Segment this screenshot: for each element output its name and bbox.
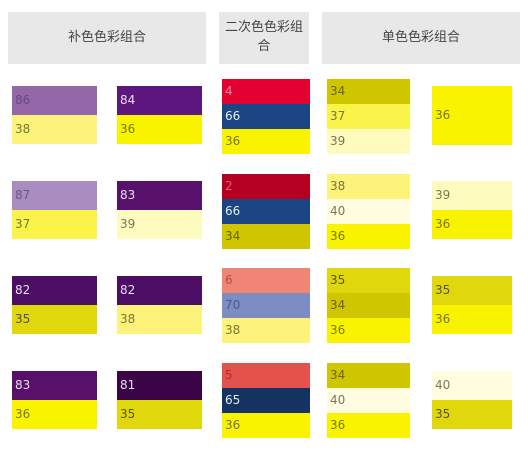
swatch: 65 <box>222 388 310 413</box>
secondary-header: 二次色色彩组合 <box>219 12 309 64</box>
mono-group-3-left: 35 34 36 <box>327 268 410 343</box>
comp-row4-left-group: 83 36 <box>12 371 97 429</box>
swatch: 39 <box>327 129 410 154</box>
secondary-group-1: 4 66 36 <box>222 79 310 154</box>
swatch: 40 <box>327 199 410 224</box>
swatch: 82 <box>117 276 202 305</box>
swatch: 40 <box>327 388 410 413</box>
secondary-group-3: 6 70 38 <box>222 268 310 343</box>
swatch: 39 <box>117 210 202 239</box>
mono-group-4-left: 34 40 36 <box>327 363 410 438</box>
swatch: 66 <box>222 199 310 224</box>
swatch: 83 <box>12 371 97 400</box>
swatch: 87 <box>12 181 97 210</box>
swatch: 83 <box>117 181 202 210</box>
swatch: 35 <box>12 305 97 334</box>
swatch: 70 <box>222 293 310 318</box>
comp-row1-left-group: 86 38 <box>12 86 97 144</box>
swatch: 35 <box>432 276 512 305</box>
swatch: 2 <box>222 174 310 199</box>
comp-row2-right-group: 83 39 <box>117 181 202 239</box>
swatch: 66 <box>222 104 310 129</box>
swatch: 36 <box>327 318 410 343</box>
swatch: 36 <box>222 129 310 154</box>
swatch: 5 <box>222 363 310 388</box>
swatch: 37 <box>327 104 410 129</box>
swatch: 34 <box>222 224 310 249</box>
mono-group-2-left: 38 40 36 <box>327 174 410 249</box>
swatch: 36 <box>432 210 512 239</box>
mono-group-3-right: 35 36 <box>432 276 512 334</box>
swatch: 35 <box>117 400 202 429</box>
swatch: 36 <box>327 413 410 438</box>
swatch: 36 <box>222 413 310 438</box>
mono-group-1-right: 36 <box>432 86 512 145</box>
comp-row1-right-group: 84 36 <box>117 86 202 144</box>
swatch: 36 <box>432 305 512 334</box>
monochrome-header: 单色色彩组合 <box>322 12 520 64</box>
swatch: 40 <box>432 371 512 400</box>
swatch: 35 <box>432 400 512 429</box>
swatch: 34 <box>327 293 410 318</box>
swatch: 39 <box>432 181 512 210</box>
swatch: 36 <box>117 115 202 144</box>
swatch: 36 <box>432 86 512 145</box>
comp-row2-left-group: 87 37 <box>12 181 97 239</box>
mono-group-2-right: 39 36 <box>432 181 512 239</box>
swatch: 34 <box>327 79 410 104</box>
swatch: 38 <box>117 305 202 334</box>
swatch: 6 <box>222 268 310 293</box>
swatch: 4 <box>222 79 310 104</box>
swatch: 38 <box>327 174 410 199</box>
swatch: 38 <box>222 318 310 343</box>
comp-row3-right-group: 82 38 <box>117 276 202 334</box>
comp-row4-right-group: 81 35 <box>117 371 202 429</box>
mono-group-1-left: 34 37 39 <box>327 79 410 154</box>
complementary-header: 补色色彩组合 <box>8 12 206 64</box>
swatch: 35 <box>327 268 410 293</box>
swatch: 34 <box>327 363 410 388</box>
swatch: 84 <box>117 86 202 115</box>
swatch: 82 <box>12 276 97 305</box>
swatch: 36 <box>327 224 410 249</box>
swatch: 36 <box>12 400 97 429</box>
comp-row3-left-group: 82 35 <box>12 276 97 334</box>
swatch: 37 <box>12 210 97 239</box>
secondary-group-2: 2 66 34 <box>222 174 310 249</box>
swatch: 86 <box>12 86 97 115</box>
swatch: 81 <box>117 371 202 400</box>
secondary-group-4: 5 65 36 <box>222 363 310 438</box>
swatch: 38 <box>12 115 97 144</box>
mono-group-4-right: 40 35 <box>432 371 512 429</box>
